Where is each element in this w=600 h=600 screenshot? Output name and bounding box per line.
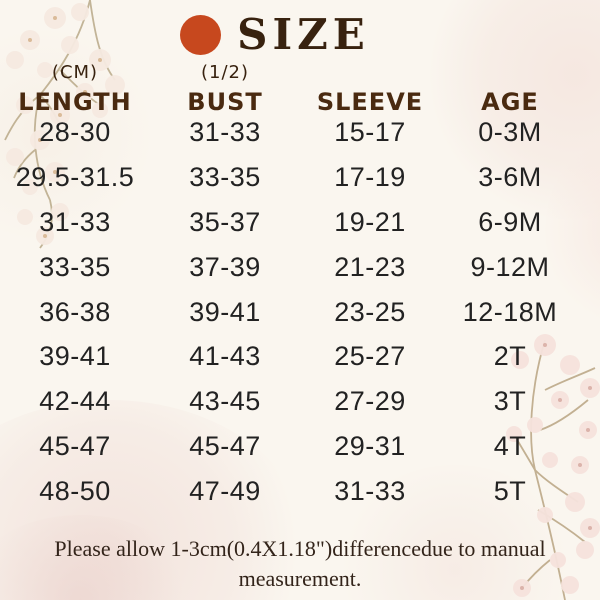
table-cell: 0-3M <box>478 116 542 147</box>
table-cell: 12-18M <box>462 296 558 327</box>
table-cell: 33-35 <box>189 161 261 192</box>
table-cell: 31-33 <box>334 476 406 507</box>
column-label: BUST <box>187 88 263 116</box>
table-cell: 45-47 <box>189 431 261 462</box>
table-cell: 31-33 <box>39 206 111 237</box>
column-header-bust: (1/2) BUST <box>150 62 300 116</box>
table-row: 36-38 39-41 23-25 12-18M <box>0 290 600 335</box>
table-cell: 39-41 <box>39 341 111 372</box>
disclaimer-text: Please allow 1-3cm(0.4X1.18")differenced… <box>0 534 600 594</box>
column-unit: (CM) <box>51 62 99 83</box>
column-label: LENGTH <box>18 88 132 116</box>
column-header-length: (CM) LENGTH <box>0 62 150 116</box>
page-title: SIZE <box>237 10 370 59</box>
table-cell: 45-47 <box>39 431 111 462</box>
table-cell: 2T <box>493 341 527 372</box>
column-header-age: AGE <box>440 62 580 116</box>
table-cell: 36-38 <box>39 296 111 327</box>
table-row: 45-47 45-47 29-31 4T <box>0 424 600 469</box>
table-row: 48-50 47-49 31-33 5T <box>0 469 600 514</box>
table-cell: 37-39 <box>189 251 261 282</box>
bullet-dot-icon <box>180 14 222 55</box>
table-cell: 4T <box>493 431 527 462</box>
table-cell: 48-50 <box>39 476 111 507</box>
table-row: 33-35 37-39 21-23 9-12M <box>0 245 600 290</box>
table-cell: 25-27 <box>334 341 406 372</box>
disclaimer-line-2: measurement. <box>238 566 362 591</box>
table-row: 28-30 31-33 15-17 0-3M <box>0 110 600 155</box>
disclaimer-line-1: Please allow 1-3cm(0.4X1.18")differenced… <box>54 536 546 561</box>
table-cell: 5T <box>493 476 527 507</box>
table-body: 28-30 31-33 15-17 0-3M 29.5-31.5 33-35 17-19 3-… <box>0 110 600 514</box>
size-table: (CM) LENGTH (1/2) BUST SLEEVE AGE 28-30 3… <box>0 62 600 514</box>
table-cell: 3T <box>493 386 527 417</box>
table-cell: 31-33 <box>189 116 261 147</box>
table-cell: 9-12M <box>470 251 550 282</box>
table-cell: 19-21 <box>334 206 406 237</box>
table-cell: 29-31 <box>334 431 406 462</box>
table-cell: 35-37 <box>189 206 261 237</box>
title-row: SIZE <box>0 10 575 59</box>
column-label: SLEEVE <box>316 88 424 116</box>
table-cell: 39-41 <box>189 296 261 327</box>
column-label: AGE <box>481 88 539 116</box>
table-header-row: (CM) LENGTH (1/2) BUST SLEEVE AGE <box>0 62 600 116</box>
table-row: 29.5-31.5 33-35 17-19 3-6M <box>0 155 600 200</box>
table-cell: 42-44 <box>39 386 111 417</box>
table-cell: 3-6M <box>478 161 542 192</box>
table-cell: 47-49 <box>189 476 261 507</box>
table-row: 31-33 35-37 19-21 6-9M <box>0 200 600 245</box>
table-cell: 43-45 <box>189 386 261 417</box>
column-unit: (1/2) <box>200 62 249 83</box>
table-row: 42-44 43-45 27-29 3T <box>0 379 600 424</box>
table-cell: 29.5-31.5 <box>15 161 135 192</box>
table-cell: 27-29 <box>334 386 406 417</box>
table-cell: 23-25 <box>334 296 406 327</box>
table-cell: 6-9M <box>478 206 542 237</box>
table-cell: 41-43 <box>189 341 261 372</box>
table-cell: 17-19 <box>334 161 406 192</box>
table-cell: 33-35 <box>39 251 111 282</box>
table-cell: 28-30 <box>39 116 111 147</box>
column-header-sleeve: SLEEVE <box>300 62 440 116</box>
table-cell: 21-23 <box>334 251 406 282</box>
table-cell: 15-17 <box>334 116 406 147</box>
table-row: 39-41 41-43 25-27 2T <box>0 334 600 379</box>
